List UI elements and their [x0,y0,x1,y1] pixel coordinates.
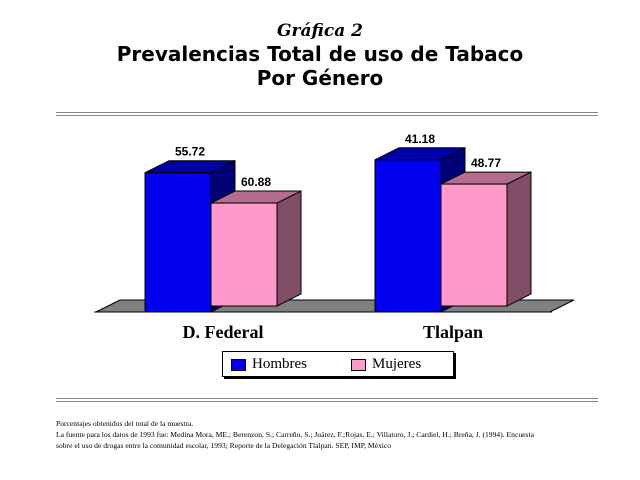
top-divider [56,112,598,116]
legend-label-hombres: Hombres [252,356,307,372]
footnotes: Porcentajes obtenidos del total de la mu… [56,418,626,451]
title-block: Gráfica 2 Prevalencias Total de uso de T… [0,20,640,90]
legend-item-mujeres: Mujeres [351,356,421,373]
data-label-hombres-tlalpan: 41.18 [405,132,435,146]
bar-side-mujeres-tlalpan [506,171,532,307]
chart-title-line-2: Por Género [256,66,384,90]
category-label: Tlalpan [423,322,483,342]
bar-hombres-dfederal [144,172,212,313]
bar-mujeres-tlalpan [440,183,508,307]
legend-item-hombres: Hombres [231,356,307,373]
legend-swatch-hombres [231,358,246,371]
data-label-mujeres-tlalpan: 48.77 [471,156,501,170]
data-label-mujeres-dfederal: 60.88 [241,175,271,189]
bar-hombres-tlalpan [374,159,442,313]
footnote-line-3: sobre el uso de drogas entre la comunida… [56,441,392,450]
chart-title-line-1: Prevalencias Total de uso de Tabaco [116,42,524,66]
data-label-hombres-dfederal: 55.72 [175,145,205,159]
legend-label-mujeres: Mujeres [372,356,422,372]
bar-mujeres-dfederal [210,202,278,307]
bar-side-mujeres-dfederal [276,190,302,307]
bottom-divider [56,398,598,402]
category-label: D. Federal [183,322,264,342]
legend: Hombres Mujeres [222,351,454,377]
chart-kicker: Gráfica 2 [277,21,363,41]
footnote-line-1: Porcentajes obtenidos del total de la mu… [56,419,194,428]
footnote-line-2: La fuente para los datos de 1993 fue: Me… [56,430,534,439]
legend-swatch-mujeres [351,358,366,371]
